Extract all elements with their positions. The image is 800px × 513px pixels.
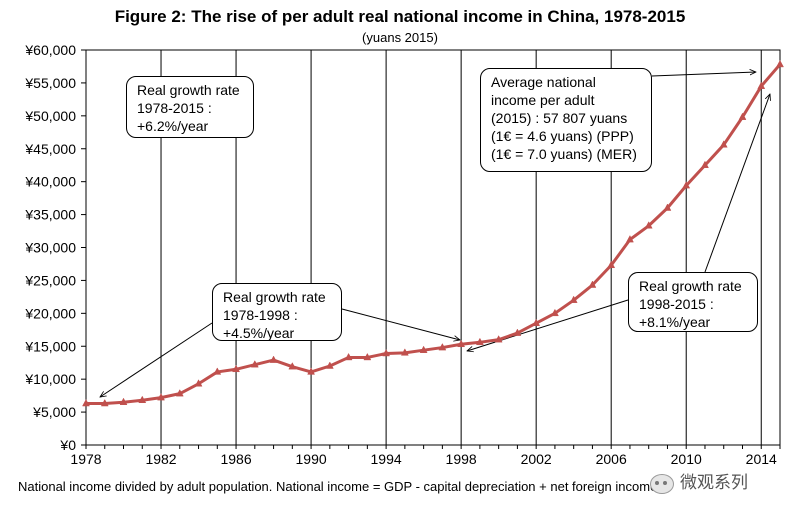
data-point (626, 235, 634, 243)
data-point (307, 367, 315, 375)
annotation-arrow (341, 308, 460, 340)
watermark: 微观系列 (650, 468, 748, 494)
x-tick-label: 1978 (70, 451, 101, 467)
x-tick-label: 1986 (220, 451, 251, 467)
annotation-line: Real growth rate (639, 278, 742, 294)
y-tick-label: ¥60,000 (24, 42, 76, 58)
data-point (119, 397, 128, 405)
data-point (157, 393, 165, 401)
annotation-line: +4.5%/year (223, 325, 295, 341)
annotation-line: (2015) : 57 807 yuans (491, 110, 628, 126)
chart-title: Figure 2: The rise of per adult real nat… (114, 7, 686, 26)
y-tick-label: ¥40,000 (24, 174, 76, 190)
annotation-arrow (651, 72, 756, 77)
data-point (663, 203, 672, 211)
data-point (288, 362, 297, 370)
data-point (175, 389, 184, 397)
annotation-line: (1€ = 7.0 yuans) (MER) (491, 146, 637, 162)
annotation-line: Real growth rate (223, 289, 326, 305)
annotation-growth-1978-1998: Real growth rate 1978-1998 : +4.5%/year (212, 283, 342, 341)
data-point (513, 328, 522, 336)
data-point (82, 398, 90, 407)
x-tick-label: 1982 (145, 451, 176, 467)
series-layer (82, 59, 784, 407)
y-tick-label: ¥10,000 (24, 371, 76, 387)
data-point (701, 160, 709, 168)
y-tick-label: ¥30,000 (24, 240, 76, 256)
x-tick-label: 2014 (746, 451, 777, 467)
data-point (363, 352, 372, 361)
x-tick-label: 1998 (446, 451, 477, 467)
data-point (719, 140, 728, 148)
annotation-line: income per adult (491, 92, 595, 108)
y-tick-label: ¥25,000 (24, 272, 76, 288)
annotation-line: 1978-2015 : (137, 100, 212, 116)
data-point (213, 367, 222, 375)
footnote: National income divided by adult populat… (18, 479, 661, 494)
annotation-line: 1978-1998 : (223, 307, 298, 323)
data-point (607, 260, 616, 269)
series-line (86, 63, 782, 406)
x-tick-label: 2002 (521, 451, 552, 467)
data-point (419, 345, 428, 353)
data-point (457, 339, 466, 348)
y-tick-label: ¥35,000 (24, 207, 76, 223)
data-point (532, 318, 541, 326)
data-point (757, 81, 766, 89)
annotation-line: (1€ = 4.6 yuans) (PPP) (491, 128, 634, 144)
data-point (100, 398, 109, 407)
y-tick-label: ¥0 (59, 437, 76, 453)
annotation-line: Real growth rate (137, 82, 240, 98)
data-point (438, 343, 447, 351)
chart-subtitle: (yuans 2015) (362, 30, 438, 45)
data-point (269, 355, 278, 363)
annotation-line: 1998-2015 : (639, 296, 714, 312)
x-tick-label: 1994 (371, 451, 402, 467)
data-point (138, 395, 147, 403)
chat-bubble-icon (650, 473, 674, 494)
y-tick-label: ¥15,000 (24, 338, 76, 354)
annotation-average-income: Average national income per adult (2015)… (480, 68, 652, 172)
data-point (644, 221, 653, 229)
y-tick-label: ¥5,000 (32, 404, 76, 420)
y-tick-label: ¥55,000 (24, 75, 76, 91)
data-point (776, 59, 784, 68)
data-point (494, 335, 503, 343)
y-tick-label: ¥20,000 (24, 305, 76, 321)
annotation-overall-growth: Real growth rate 1978-2015 : +6.2%/year (126, 76, 254, 138)
axes: 1978 1982 1986 1990 1994 1998 2002 2006 2010 2014… (24, 42, 781, 467)
annotation-line: +6.2%/year (137, 118, 209, 134)
x-tick-label: 1990 (296, 451, 327, 467)
data-point (325, 361, 334, 369)
data-point (250, 360, 259, 368)
data-point (475, 337, 484, 346)
annotation-arrows (100, 72, 770, 397)
data-point (194, 379, 203, 387)
annotation-growth-1998-2015: Real growth rate 1998-2015 : +8.1%/year (628, 272, 758, 332)
annotation-line: Average national (491, 74, 596, 90)
data-point (569, 295, 578, 303)
x-tick-label: 2006 (596, 451, 627, 467)
data-point (738, 112, 747, 120)
data-point (551, 308, 559, 317)
data-point (232, 364, 240, 373)
data-point (400, 348, 409, 356)
y-tick-label: ¥45,000 (24, 141, 76, 157)
x-tick-label: 2010 (671, 451, 702, 467)
annotation-arrow (100, 322, 213, 397)
y-tick-label: ¥50,000 (24, 108, 76, 124)
annotation-line: +8.1%/year (639, 314, 711, 330)
watermark-text: 微观系列 (680, 473, 748, 492)
annotation-arrow (704, 94, 770, 273)
annotation-arrow (467, 299, 629, 351)
data-point (344, 352, 353, 361)
data-point (588, 280, 597, 288)
data-point (382, 348, 391, 357)
data-point (682, 181, 691, 189)
